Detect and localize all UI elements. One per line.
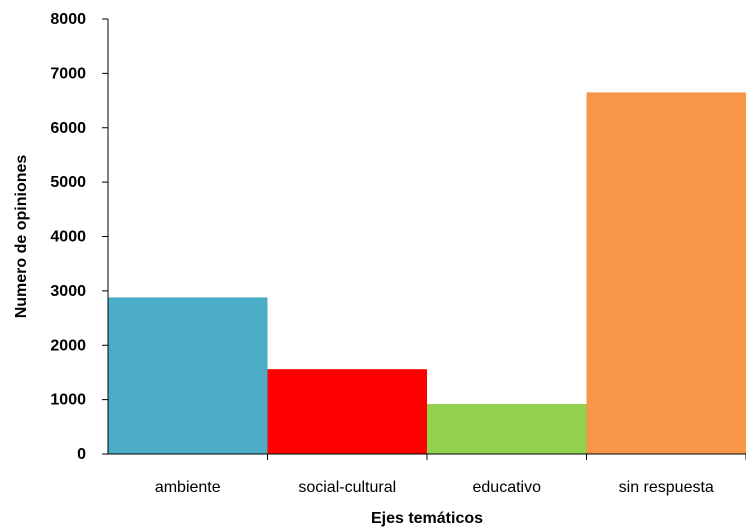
bar-sin-respuesta (586, 92, 746, 454)
y-tick-label: 7000 (50, 65, 86, 82)
bar-educativo (427, 403, 587, 454)
y-axis-title: Numero de opiniones (13, 155, 30, 319)
x-tick-label: educativo (473, 479, 542, 496)
y-tick-label: 8000 (50, 11, 86, 28)
bar-social-cultural (267, 369, 427, 454)
y-tick-label: 5000 (50, 174, 86, 191)
y-tick-label: 4000 (50, 229, 86, 246)
y-axis: 0 1000 2000 3000 4000 5000 6000 7000 8000 (50, 11, 109, 463)
y-tick-label: 3000 (50, 283, 86, 300)
x-tick-label: ambiente (155, 479, 221, 496)
x-axis-title: Ejes temáticos (371, 510, 483, 527)
bar-ambiente (108, 297, 268, 454)
x-axis: ambiente social-cultural educativo sin resp… (108, 453, 746, 496)
y-tick-label: 1000 (50, 392, 86, 409)
y-tick-label: 0 (77, 446, 86, 463)
bars-group (108, 92, 746, 454)
x-tick-label: social-cultural (298, 479, 396, 496)
x-tick-label: sin respuesta (619, 479, 714, 496)
y-tick-label: 2000 (50, 337, 86, 354)
y-tick-label: 6000 (50, 120, 86, 137)
